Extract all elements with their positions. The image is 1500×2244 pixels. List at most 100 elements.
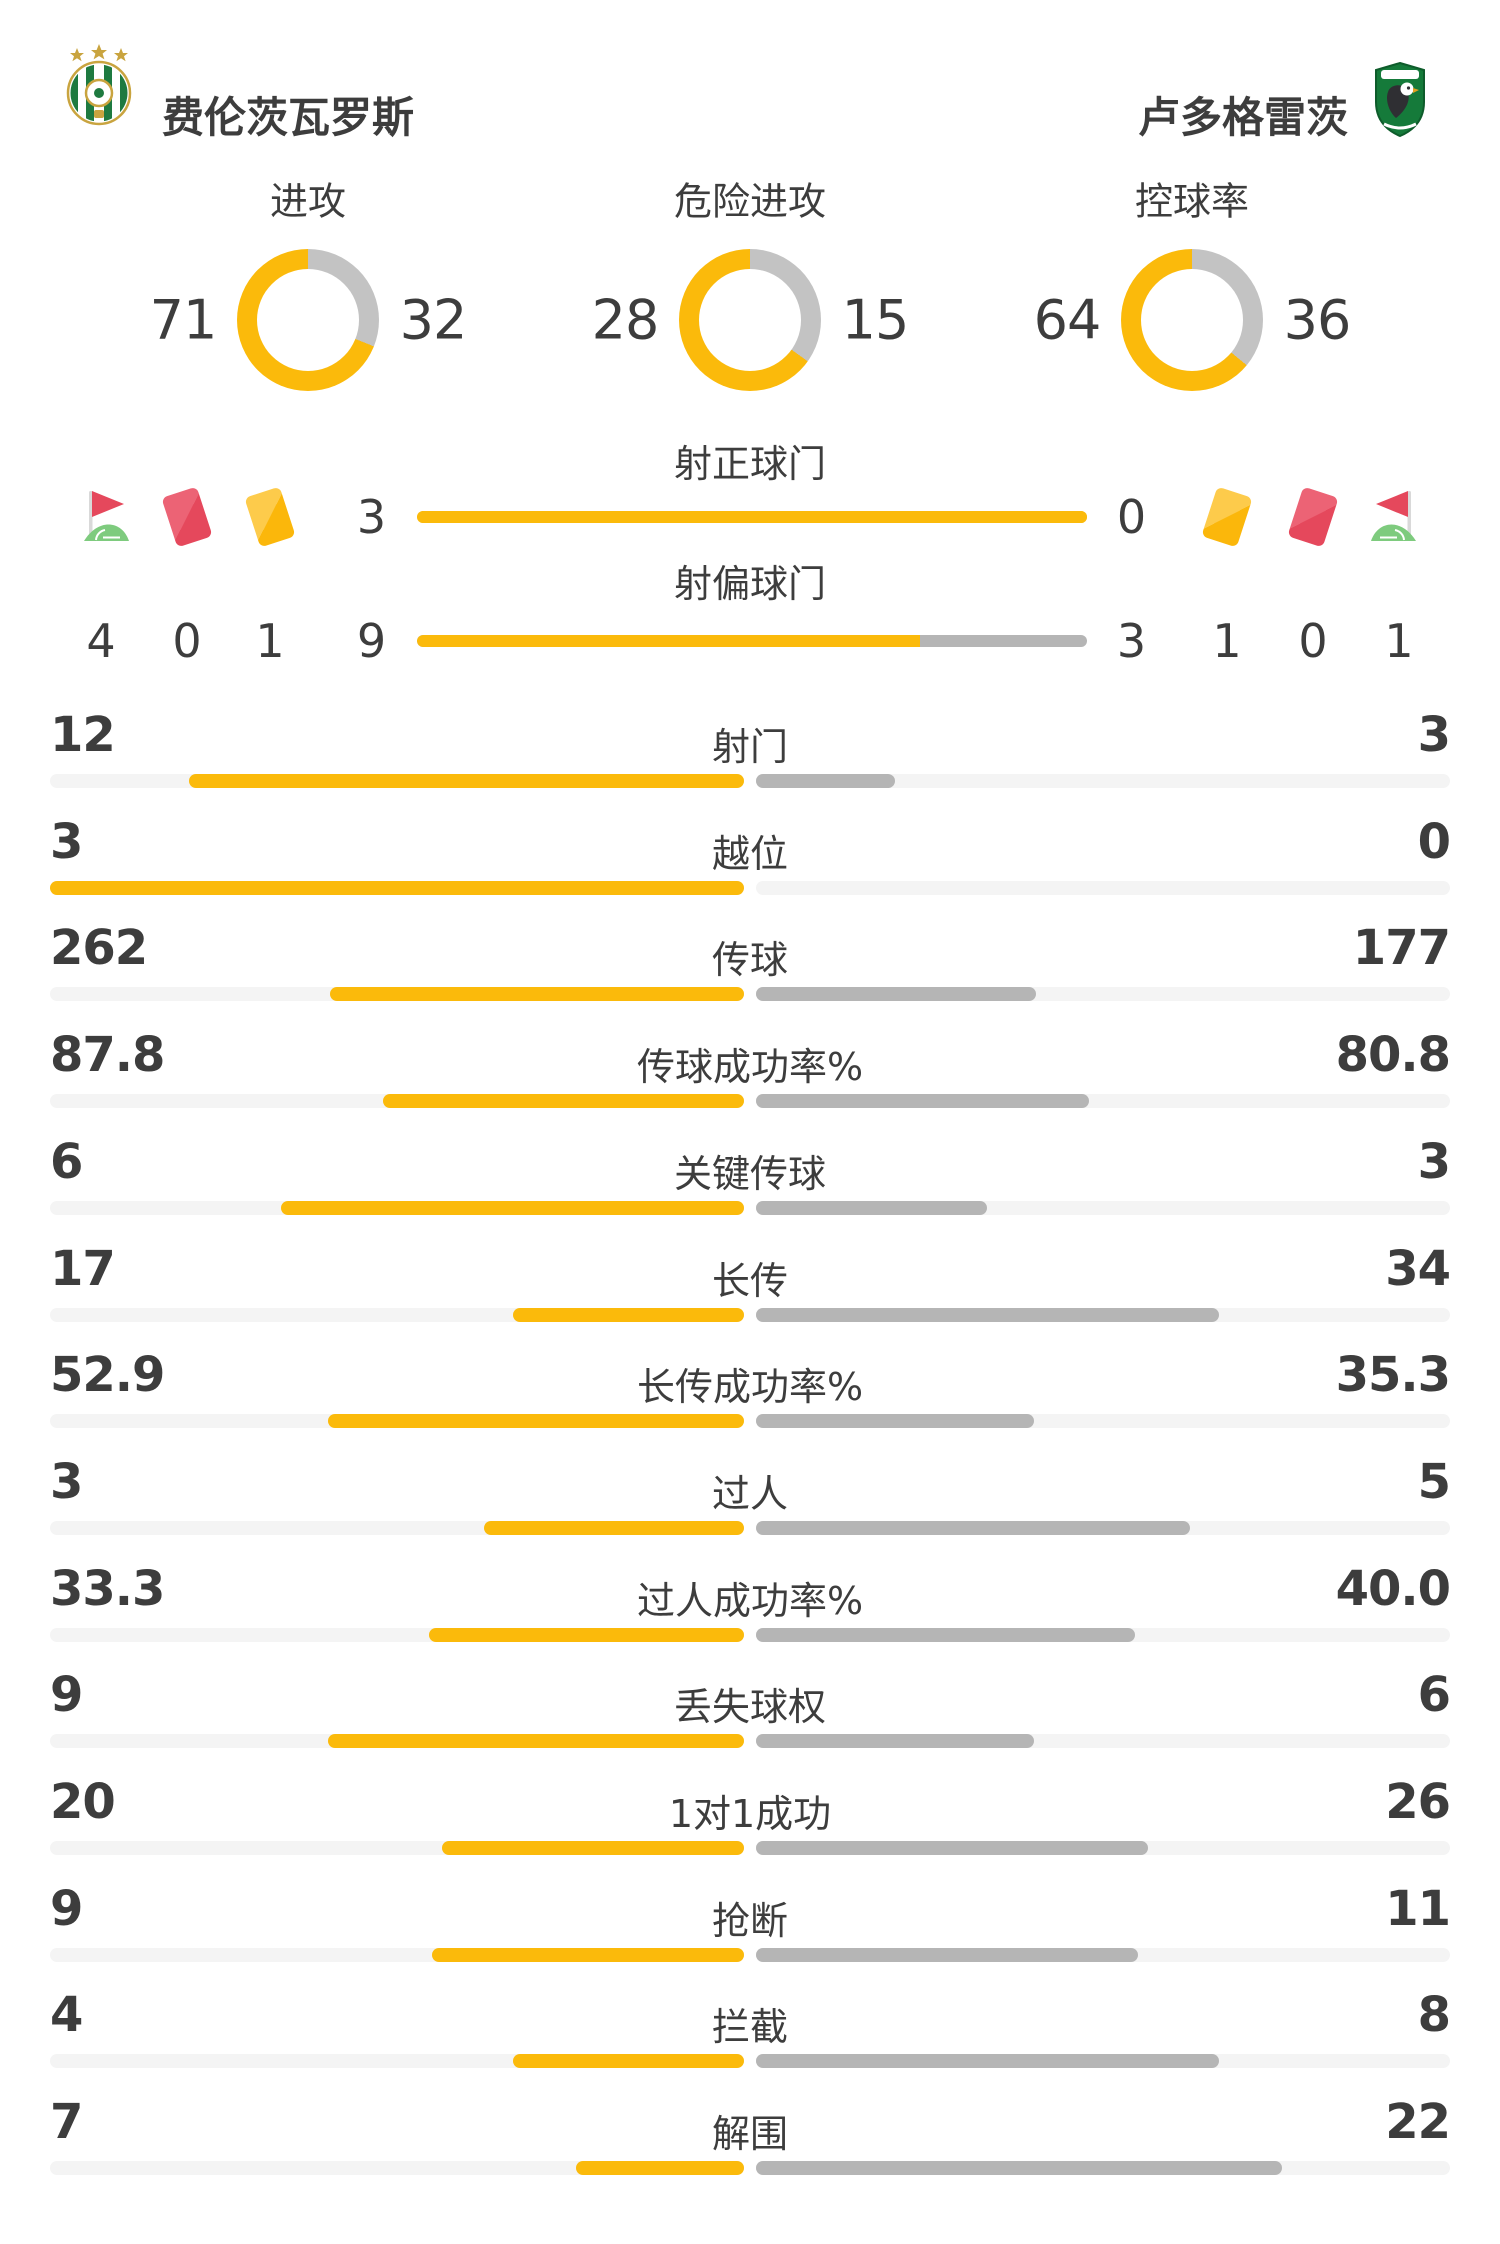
stat-label: 丢失球权 <box>673 1685 826 1730</box>
stat-home-bar <box>328 1414 744 1429</box>
stat-away-track <box>756 1627 1450 1642</box>
home-red-cards-count: 0 <box>172 614 202 668</box>
stat-home-bar <box>330 987 744 1002</box>
stat-home-track <box>50 2161 744 2176</box>
stat-home-value: 6 <box>50 1133 83 1190</box>
stat-home-value: 52.9 <box>50 1347 165 1404</box>
stat-away-bar <box>756 2054 1219 2069</box>
stat-label: 解围 <box>711 2112 788 2157</box>
donut-label: 控球率 <box>1134 179 1249 224</box>
stat-home-value: 17 <box>50 1240 116 1297</box>
stat-label: 过人 <box>711 1471 788 1516</box>
stat-away-value: 5 <box>1417 1453 1451 1510</box>
shot-bar-home-fill <box>417 511 1087 523</box>
yellow-card-icon <box>1201 486 1253 548</box>
home-team-logo <box>64 44 134 130</box>
away-corners-count: 1 <box>1384 614 1414 668</box>
stat-away-value: 3 <box>1417 707 1451 763</box>
stat-home-bar <box>189 774 744 788</box>
donut-away-value: 15 <box>841 288 910 352</box>
shots-on-target-title: 射正球门 <box>673 442 826 486</box>
stat-home-bar <box>429 1627 744 1642</box>
stat-away-value: 34 <box>1385 1240 1451 1297</box>
stat-home-bar <box>484 1520 744 1535</box>
stat-home-value: 3 <box>50 813 83 870</box>
stat-label: 越位 <box>711 831 788 876</box>
stat-away-track <box>756 2054 1450 2069</box>
stat-home-bar <box>50 880 744 895</box>
stat-home-track <box>50 2054 744 2069</box>
away-yellow-cards-count: 1 <box>1212 614 1242 668</box>
ferencvaros-badge-icon <box>66 44 132 126</box>
away-red-cards-count: 0 <box>1298 614 1328 668</box>
stat-home-bar <box>328 1734 744 1749</box>
stat-away-bar <box>756 1947 1138 1962</box>
stat-away-track <box>756 2161 1450 2176</box>
stat-away-value: 11 <box>1385 1880 1451 1937</box>
donut-ring <box>1121 249 1263 391</box>
stat-label: 射门 <box>711 725 788 769</box>
away-team-name: 卢多格雷茨 <box>1137 93 1348 142</box>
stat-home-value: 20 <box>50 1774 116 1830</box>
stat-away-bar <box>756 1627 1135 1642</box>
stat-home-track <box>50 1947 744 1962</box>
stat-home-bar <box>442 1841 744 1855</box>
stat-away-track <box>756 1841 1450 1855</box>
stat-away-bar <box>756 774 895 788</box>
stat-away-value: 3 <box>1417 1133 1451 1190</box>
donut-away-value: 32 <box>399 288 468 352</box>
shot-bar <box>417 511 1087 523</box>
stat-label: 传球 <box>711 938 788 983</box>
stat-away-bar <box>756 1414 1034 1429</box>
stat-home-track <box>50 1627 744 1642</box>
stat-away-value: 80.8 <box>1335 1027 1451 1084</box>
stat-away-bar <box>756 1520 1190 1535</box>
shots-off-home-value: 9 <box>356 614 386 668</box>
stat-home-bar <box>513 1307 744 1322</box>
stat-home-value: 4 <box>50 1987 83 2044</box>
stat-label: 关键传球 <box>673 1151 826 1196</box>
stat-home-track <box>50 774 744 788</box>
shots-off-target-title: 射偏球门 <box>673 562 826 606</box>
stat-away-track <box>756 1414 1450 1429</box>
stat-home-track <box>50 1734 744 1749</box>
shots-off-away-value: 3 <box>1116 614 1146 668</box>
stat-home-value: 9 <box>50 1880 83 1937</box>
stat-home-value: 9 <box>50 1667 83 1724</box>
away-team-logo <box>1374 61 1426 142</box>
donut-label: 危险进攻 <box>673 179 826 224</box>
stat-home-track <box>50 1094 744 1109</box>
stat-away-value: 177 <box>1352 920 1451 977</box>
stat-away-value: 0 <box>1417 813 1451 870</box>
shots-on-away-value: 0 <box>1116 490 1146 544</box>
stat-away-bar <box>756 1734 1034 1749</box>
home-team-name: 费伦茨瓦罗斯 <box>162 93 415 142</box>
stat-away-value: 22 <box>1385 2094 1451 2151</box>
donut-home-value: 64 <box>1033 288 1102 352</box>
stat-label: 传球成功率% <box>636 1045 864 1090</box>
donut-ring <box>679 249 821 391</box>
donut-away-value: 36 <box>1283 288 1352 352</box>
stat-home-value: 33.3 <box>50 1560 165 1617</box>
stat-home-value: 262 <box>50 920 148 977</box>
shots-on-home-value: 3 <box>356 490 386 544</box>
stat-away-track <box>756 774 1450 788</box>
stat-away-track <box>756 1307 1450 1322</box>
donut-ring <box>237 249 379 391</box>
stat-away-value: 26 <box>1385 1774 1451 1830</box>
stat-home-value: 87.8 <box>50 1027 165 1084</box>
stat-home-track <box>50 1307 744 1322</box>
stat-label: 抢断 <box>711 1898 788 1943</box>
corner-flag-icon <box>1370 490 1428 544</box>
stat-home-bar <box>383 1094 744 1109</box>
donut-hole <box>257 269 359 371</box>
stat-home-track <box>50 987 744 1002</box>
stat-away-track <box>756 1734 1450 1749</box>
corner-flag-icon <box>72 490 130 544</box>
home-yellow-cards-count: 1 <box>255 614 285 668</box>
stat-away-value: 8 <box>1417 1987 1451 2044</box>
shot-bar-home-fill <box>417 635 920 647</box>
stat-away-track <box>756 987 1450 1002</box>
stat-label: 长传 <box>711 1258 788 1303</box>
